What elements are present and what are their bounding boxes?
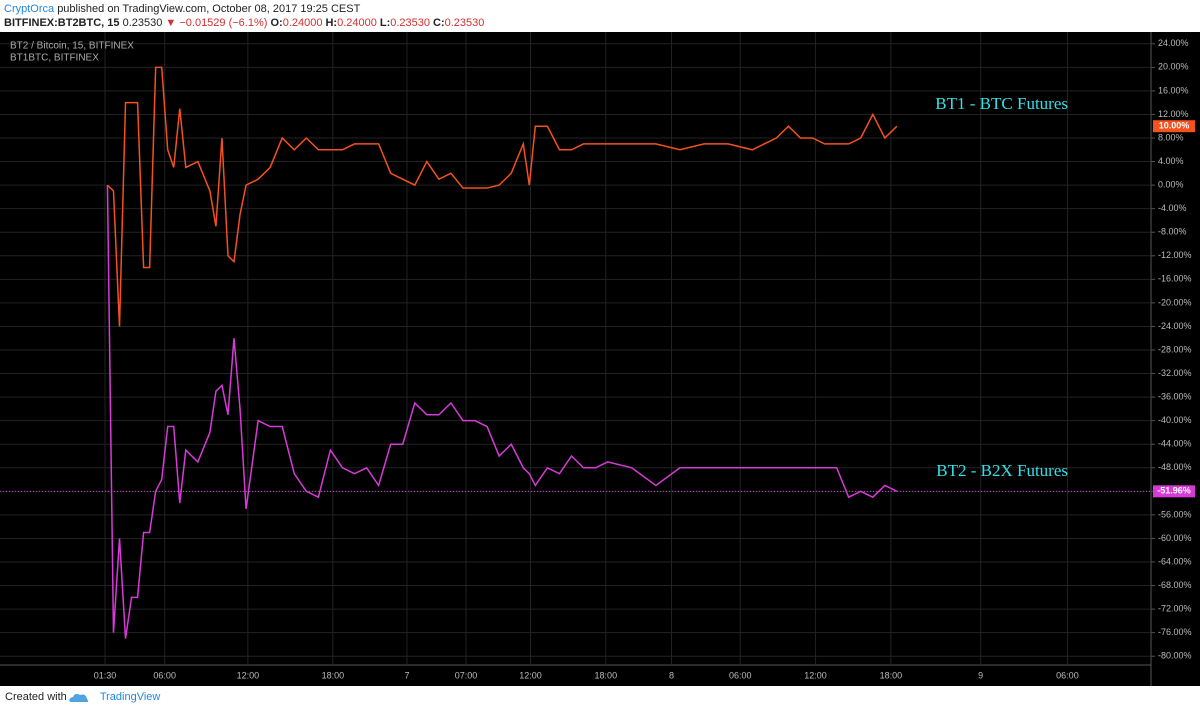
- y-tick-label: -12.00%: [1158, 250, 1192, 260]
- footer: Created with TradingView: [5, 691, 160, 703]
- y-tick-label: -20.00%: [1158, 297, 1192, 307]
- x-tick-label: 18:00: [595, 670, 618, 680]
- x-tick-label: 06:00: [153, 670, 176, 680]
- y-tick-label: -16.00%: [1158, 274, 1192, 284]
- last-value-box: [1153, 485, 1195, 498]
- symbol: BITFINEX:BT2BTC, 15: [4, 17, 120, 29]
- x-tick-label: 01:30: [94, 670, 117, 680]
- header-line: BITFINEX:BT2BTC, 15 0.23530 ▼ −0.01529 (…: [4, 16, 487, 30]
- logo: [69, 693, 89, 702]
- legend-entry: BT2 / Bitcoin, 15, BITFINEX: [10, 41, 134, 52]
- y-tick-label: 8.00%: [1158, 132, 1184, 142]
- y-tick-label: -4.00%: [1158, 203, 1187, 213]
- y-tick-label: 24.00%: [1158, 38, 1189, 48]
- y-tick-label: -40.00%: [1158, 415, 1192, 425]
- legend-entry: BT1BTC, BITFINEX: [10, 53, 99, 64]
- y-tick-label: 20.00%: [1158, 62, 1189, 72]
- y-tick-label: -44.00%: [1158, 439, 1192, 449]
- y-tick-label: -28.00%: [1158, 344, 1192, 354]
- ohlc-value: 0.24000: [282, 17, 323, 29]
- ohlc: O:0.24000 H:0.24000 L:0.23530 C:0.23530: [270, 17, 487, 29]
- y-tick-label: -68.00%: [1158, 580, 1192, 590]
- x-tick-label: 06:00: [729, 670, 752, 680]
- last-value-box: [1153, 120, 1195, 133]
- ohlc-label: H:: [325, 17, 338, 29]
- last-value-label: 10.00%: [1159, 121, 1190, 131]
- x-tick-label: 18:00: [322, 670, 345, 680]
- ohlc-value: 0.23530: [390, 17, 431, 29]
- y-tick-label: 16.00%: [1158, 85, 1189, 95]
- x-tick-label: 07:00: [455, 670, 478, 680]
- y-tick-label: -56.00%: [1158, 509, 1192, 519]
- y-tick-label: -60.00%: [1158, 533, 1192, 543]
- ohlc-value: 0.24000: [337, 17, 377, 29]
- y-tick-label: 12.00%: [1158, 109, 1189, 119]
- y-tick-label: -72.00%: [1158, 603, 1192, 613]
- ohlc-label: L:: [379, 17, 391, 29]
- y-tick-label: -36.00%: [1158, 391, 1192, 401]
- annotation: BT2 - B2X Futures: [936, 461, 1068, 480]
- x-tick-label: 8: [669, 670, 674, 680]
- y-tick-label: -64.00%: [1158, 556, 1192, 566]
- x-tick-label: 12:00: [519, 670, 542, 680]
- x-tick-label: 06:00: [1056, 670, 1079, 680]
- y-tick-label: -80.00%: [1158, 651, 1192, 661]
- annotation: BT1 - BTC Futures: [935, 94, 1068, 113]
- header-line: CryptOrca published on TradingView.com, …: [4, 2, 487, 16]
- header: CryptOrca published on TradingView.com, …: [4, 2, 487, 30]
- y-tick-label: -48.00%: [1158, 462, 1192, 472]
- price: 0.23530: [122, 17, 163, 29]
- x-tick-label: 12:00: [804, 670, 827, 680]
- created-with: Created with: [5, 691, 67, 703]
- last-value-label: -51.96%: [1157, 486, 1191, 496]
- x-tick-label: 18:00: [880, 670, 903, 680]
- y-tick-label: 4.00%: [1158, 156, 1184, 166]
- y-tick-label: -76.00%: [1158, 627, 1192, 637]
- x-tick-label: 9: [978, 670, 983, 680]
- ohlc-label: C:: [433, 17, 445, 29]
- change: ▼ −0.01529 (−6.1%): [165, 17, 268, 29]
- series-line: [106, 66, 898, 327]
- chart-background: [0, 32, 1200, 686]
- published: published on TradingView.com, October 08…: [57, 3, 361, 15]
- y-tick-label: -24.00%: [1158, 321, 1192, 331]
- ohlc-value: 0.23530: [444, 17, 485, 29]
- author[interactable]: CryptOrca: [4, 3, 55, 15]
- y-tick-label: -32.00%: [1158, 368, 1192, 378]
- y-tick-label: -8.00%: [1158, 227, 1187, 237]
- y-tick-label: 0.00%: [1158, 179, 1184, 189]
- brand[interactable]: TradingView: [99, 691, 161, 703]
- x-tick-label: 12:00: [237, 670, 260, 680]
- ohlc-label: O:: [270, 17, 283, 29]
- series-line: [106, 185, 898, 639]
- x-tick-label: 7: [404, 670, 409, 680]
